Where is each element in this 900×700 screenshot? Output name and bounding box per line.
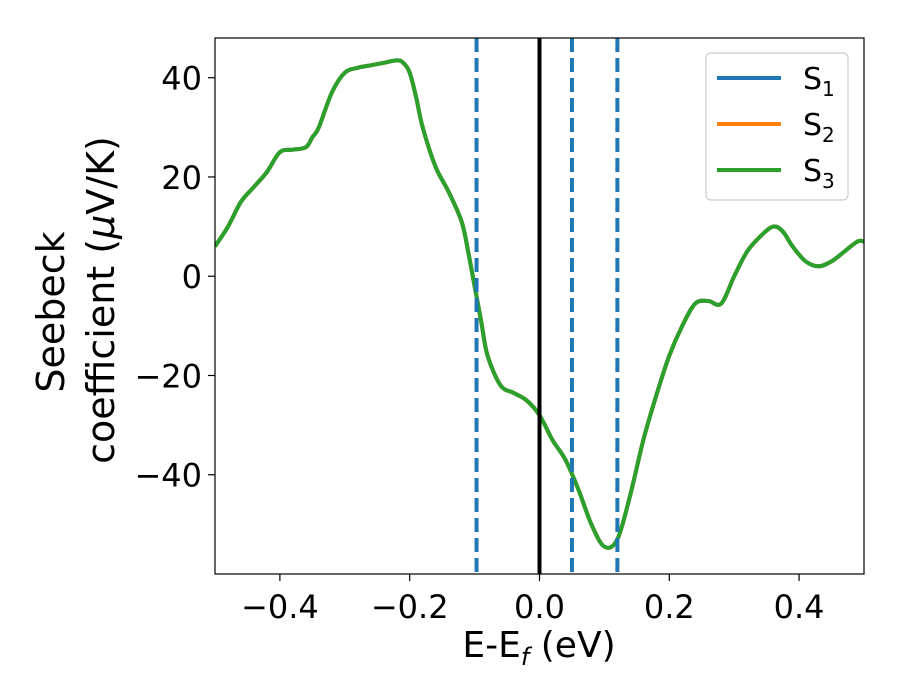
y-axis-label: Seebeck coefficient (μV/K) bbox=[29, 136, 123, 464]
x-tick-label: 0.0 bbox=[514, 588, 565, 626]
x-tick-label: 0.2 bbox=[644, 588, 695, 626]
x-axis-label: E-Ef (eV) bbox=[462, 625, 615, 671]
y-tick-label: 20 bbox=[161, 159, 202, 197]
x-tick-label: −0.2 bbox=[371, 588, 449, 626]
plot-area bbox=[214, 37, 865, 575]
legend-label-S1: S1 bbox=[803, 62, 835, 101]
legend-label-S2: S2 bbox=[803, 108, 835, 147]
series-group bbox=[215, 58, 864, 550]
x-axis: −0.4 −0.2 0.0 0.2 0.4 bbox=[241, 574, 825, 626]
y-tick-label: −20 bbox=[134, 357, 202, 395]
y-axis: −40 −20 0 20 40 bbox=[134, 60, 215, 495]
legend-box bbox=[705, 52, 849, 201]
y-axis-label-line1: Seebeck bbox=[29, 231, 73, 392]
series-line-S3 bbox=[215, 58, 864, 550]
legend-label-S3: S3 bbox=[803, 154, 835, 193]
y-tick-label: 40 bbox=[161, 60, 202, 98]
y-tick-label: 0 bbox=[182, 258, 202, 296]
legend: S1 S2 S3 bbox=[705, 52, 849, 201]
x-tick-label: 0.4 bbox=[774, 588, 825, 626]
y-axis-label-line2: coefficient (μV/K) bbox=[79, 136, 123, 464]
x-tick-label: −0.4 bbox=[241, 588, 319, 626]
y-tick-label: −40 bbox=[134, 457, 202, 495]
